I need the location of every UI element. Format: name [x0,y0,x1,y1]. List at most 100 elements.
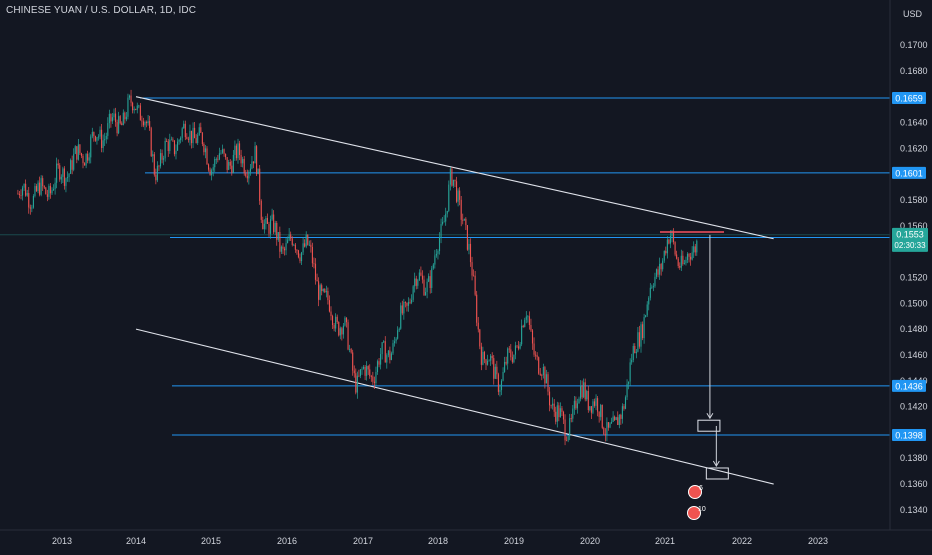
candle [655,268,658,280]
candle-body [265,217,267,224]
candle-body [518,346,520,349]
candle [232,150,234,174]
candle [676,250,678,260]
candle [97,134,100,141]
candle [558,402,560,422]
time-tick-label: 2015 [201,536,221,546]
candle [336,314,338,324]
candle-body [511,357,513,363]
candle-body [60,176,62,180]
candle [611,417,613,424]
event-marker[interactable]: 10 [687,506,706,520]
candle-body [649,287,651,298]
candle [479,328,481,350]
candle-body [482,351,484,365]
candle-body [463,218,465,221]
candle-body [65,178,67,186]
event-marker[interactable]: 6 [688,485,704,499]
candle-body [406,302,408,306]
candle-body [383,341,385,343]
candle [288,228,290,242]
candle-body [330,311,332,317]
time-scale[interactable]: 2013 2014 2015 2016 2017 2018 2019 2020 2021 2022… [52,536,828,546]
candle [505,356,507,366]
candle [597,395,599,417]
candle [552,397,554,410]
candle-body [541,375,543,376]
candle [243,156,245,176]
candle [290,231,292,242]
target-box[interactable] [697,419,721,432]
price-tick-label: 0.1620 [900,143,928,153]
candle-body [285,243,287,251]
candle-body [566,440,568,442]
candle [589,406,591,412]
candle [442,217,444,226]
trendline[interactable] [135,96,774,240]
candle [339,326,341,340]
candle [124,111,126,124]
candle-body [459,190,461,200]
candle [488,359,490,362]
candle [533,337,535,357]
candle-body [347,322,349,350]
level-badge-label: 0.1601 [895,168,923,178]
candle [414,272,416,293]
candle [679,262,681,270]
candle-body [170,139,172,141]
candle [598,411,600,423]
candle [221,144,224,155]
candle-body [487,360,489,365]
candle-body [181,128,183,138]
candle [473,269,475,277]
candle-body [686,253,689,260]
candle-body [355,373,357,393]
candle-body [694,246,696,253]
candle [85,153,87,169]
candle-body [256,146,258,175]
candle [242,156,244,168]
candle [637,327,639,353]
candle-body [445,213,447,222]
candle-body [673,231,675,243]
arrow-head [712,460,720,467]
candle [133,106,135,114]
candle [138,104,140,109]
price-tick-label: 0.1360 [900,479,928,489]
candle-body [223,149,225,154]
candle-body [342,325,344,335]
candle-body [189,130,191,140]
candle [615,416,617,421]
candle [266,213,268,225]
candle-body [231,165,233,173]
candle [18,191,20,199]
trendline[interactable] [135,328,774,485]
candle [316,273,318,282]
candle [110,113,112,128]
candle [142,117,144,128]
candle [353,365,355,378]
price-scale[interactable]: 0.1700 0.1680 0.1640 0.1620 0.1580 0.1560 0.15… [900,40,928,515]
candle [139,102,141,121]
candle [28,186,30,214]
candle [499,384,501,397]
candle [389,346,391,364]
candle [576,398,578,414]
candle-body [378,361,380,365]
candle [273,210,275,235]
candle [592,398,594,415]
candle-body [128,95,131,98]
candle [215,157,217,165]
candle-body [471,262,473,276]
price-tick-label: 0.1560 [900,221,928,231]
candle [668,238,670,245]
target-box[interactable] [705,467,729,480]
candle [562,410,565,425]
candle [642,321,644,341]
candle [190,130,193,149]
candle [397,326,399,340]
candle-body [659,263,661,275]
candle [35,183,38,192]
